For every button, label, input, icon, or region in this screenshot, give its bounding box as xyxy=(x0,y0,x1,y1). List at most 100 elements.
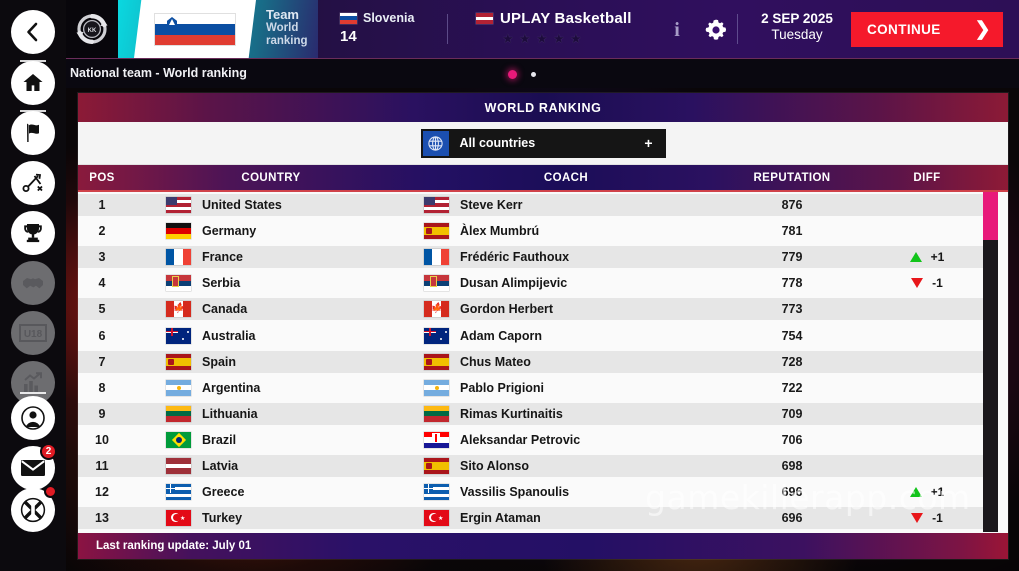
page-indicator-dots[interactable] xyxy=(508,70,536,79)
table-row[interactable]: 1 United States Steve Kerr 876 xyxy=(78,192,1008,219)
cell-diff: +1 xyxy=(868,246,986,269)
sidebar-item-home[interactable] xyxy=(11,61,55,105)
country-name: Brazil xyxy=(202,432,237,447)
cell-country: Lithuania xyxy=(126,402,416,425)
coach-nationality-flag-icon: ★ xyxy=(424,510,449,527)
cell-position: 13 xyxy=(78,507,126,530)
top-header-bar: KK Team World ranking Slovenia 14 xyxy=(0,0,1019,58)
cell-position: 10 xyxy=(95,432,109,447)
cell-diff xyxy=(868,377,986,399)
page-title: WORLD RANKING xyxy=(484,100,602,115)
country-flag-icon xyxy=(166,484,191,501)
svg-text:KK: KK xyxy=(88,28,97,34)
sidebar-item-staff[interactable] xyxy=(11,485,57,532)
country-name: Argentina xyxy=(202,380,261,395)
scrollbar-track[interactable] xyxy=(983,192,998,532)
table-row[interactable]: 10 Brazil Aleksandar Petrovic 706 xyxy=(78,426,1008,453)
game-title-block: UPLAY Basketball ★ ★ ★ ★ ★ xyxy=(476,10,632,45)
table-row[interactable]: 13 ★ Turkey ★ Ergin Ataman 696 -1 xyxy=(78,505,1008,532)
coach-nationality-flag-icon xyxy=(424,379,449,396)
breadcrumb: National team - World ranking xyxy=(70,66,247,80)
usa-flag-mini xyxy=(476,13,493,25)
continue-button[interactable]: CONTINUE ❯ xyxy=(851,12,1003,47)
flag-icon xyxy=(27,123,39,142)
cell-diff xyxy=(868,350,986,373)
table-row[interactable]: 12 Greece Vassilis Spanoulis 696 +1 xyxy=(78,479,1008,506)
coach-name: Gordon Herbert xyxy=(460,302,554,317)
handshake-icon xyxy=(23,278,43,289)
table-row[interactable]: 7 Spain Chus Mateo 728 xyxy=(78,348,1008,375)
sidebar-item-transfers[interactable] xyxy=(11,261,55,305)
sidebar-item-back[interactable] xyxy=(11,10,55,54)
star-icon: ★ xyxy=(536,31,548,46)
country-name: Lithuania xyxy=(202,406,258,421)
country-flag-icon xyxy=(166,223,191,240)
trophy-icon xyxy=(24,224,42,243)
svg-text:U18: U18 xyxy=(24,329,43,340)
diff-value: +1 xyxy=(930,485,945,500)
cell-diff xyxy=(868,325,986,347)
sidebar-item-tactics[interactable] xyxy=(11,161,55,205)
game-date: 2 SEP 2025 Tuesday xyxy=(752,11,842,43)
country-flag-icon: ★ xyxy=(166,510,191,527)
gear-icon[interactable] xyxy=(704,18,728,42)
page-dot-inactive[interactable] xyxy=(531,72,536,77)
team-label-line2: World xyxy=(266,22,299,34)
table-row[interactable]: 9 Lithuania Rimas Kurtinaitis 709 xyxy=(78,400,1008,427)
cell-coach: Steve Kerr xyxy=(416,194,716,217)
cell-coach: Frédéric Fauthoux xyxy=(416,246,716,269)
cell-position: 5 xyxy=(78,298,126,321)
cell-reputation: 728 xyxy=(716,350,868,373)
country-name: Greece xyxy=(202,485,245,500)
table-row[interactable]: 6 Australia Adam Caporn 754 xyxy=(78,322,1008,349)
cell-country: Australia xyxy=(126,325,416,347)
coach-nationality-flag-icon xyxy=(424,484,449,501)
whistle-icon xyxy=(20,497,46,523)
table-row[interactable]: 8 Argentina Pablo Prigioni 722 xyxy=(78,374,1008,401)
cell-coach: 🍁 Gordon Herbert xyxy=(416,298,716,321)
column-header-coach: COACH xyxy=(543,171,589,184)
cell-diff xyxy=(868,429,986,451)
country-filter-button[interactable]: All countries + xyxy=(420,128,666,158)
sidebar-item-trophies[interactable] xyxy=(11,211,55,255)
sidebar-item-inbox[interactable]: 2 xyxy=(11,443,57,490)
cell-reputation: 778 xyxy=(781,276,803,291)
coach-name: Chus Mateo xyxy=(460,354,531,369)
cell-diff: -1 xyxy=(868,272,986,294)
country-flag-icon: 🍁 xyxy=(166,301,191,318)
cell-coach: Dusan Alimpijevic xyxy=(416,272,716,294)
diff-up-icon xyxy=(909,252,922,263)
table-row[interactable]: 5 🍁 Canada 🍁 Gordon Herbert 773 xyxy=(78,296,1008,323)
cell-reputation: 722 xyxy=(781,380,803,395)
diff-value: -1 xyxy=(932,276,943,291)
sidebar-item-competitions[interactable] xyxy=(11,111,55,155)
ranking-table-body[interactable]: 1 United States Steve Kerr 876 2 Germany Àlex … xyxy=(78,192,1008,532)
star-icon: ★ xyxy=(502,31,514,46)
star-icon: ★ xyxy=(519,31,531,46)
table-row[interactable]: 4 Serbia Dusan Alimpijevic 778 -1 xyxy=(78,270,1008,297)
diff-value: +1 xyxy=(930,250,945,265)
cell-position: 11 xyxy=(78,454,126,477)
coach-nationality-flag-icon xyxy=(424,353,449,370)
coach-name: Pablo Prigioni xyxy=(460,380,545,395)
inbox-badge: 2 xyxy=(40,443,57,460)
cell-coach: ★ Ergin Ataman xyxy=(416,507,716,530)
table-row[interactable]: 11 Latvia Sito Alonso 698 xyxy=(78,452,1008,480)
sidebar-item-youth[interactable]: U18 xyxy=(11,311,55,355)
expand-filter-icon[interactable]: + xyxy=(644,135,653,151)
country-flag-icon xyxy=(166,197,191,214)
info-icon[interactable]: i xyxy=(674,19,680,41)
sidebar-item-profile[interactable] xyxy=(11,396,55,440)
weekday-value: Tuesday xyxy=(771,27,823,42)
cell-position: 3 xyxy=(78,246,126,269)
table-row[interactable]: 3 France Frédéric Fauthoux 779 +1 xyxy=(78,244,1008,271)
scrollbar-thumb[interactable] xyxy=(983,192,998,240)
country-flag-icon xyxy=(166,353,191,370)
coach-name: Dusan Alimpijevic xyxy=(460,276,568,291)
page-dot-active[interactable] xyxy=(508,70,517,79)
country-flag-icon xyxy=(166,405,191,422)
table-row[interactable]: 2 Germany Àlex Mumbrú 781 xyxy=(78,218,1008,245)
country-name: Australia xyxy=(202,328,256,343)
cell-country: Germany xyxy=(126,220,416,242)
